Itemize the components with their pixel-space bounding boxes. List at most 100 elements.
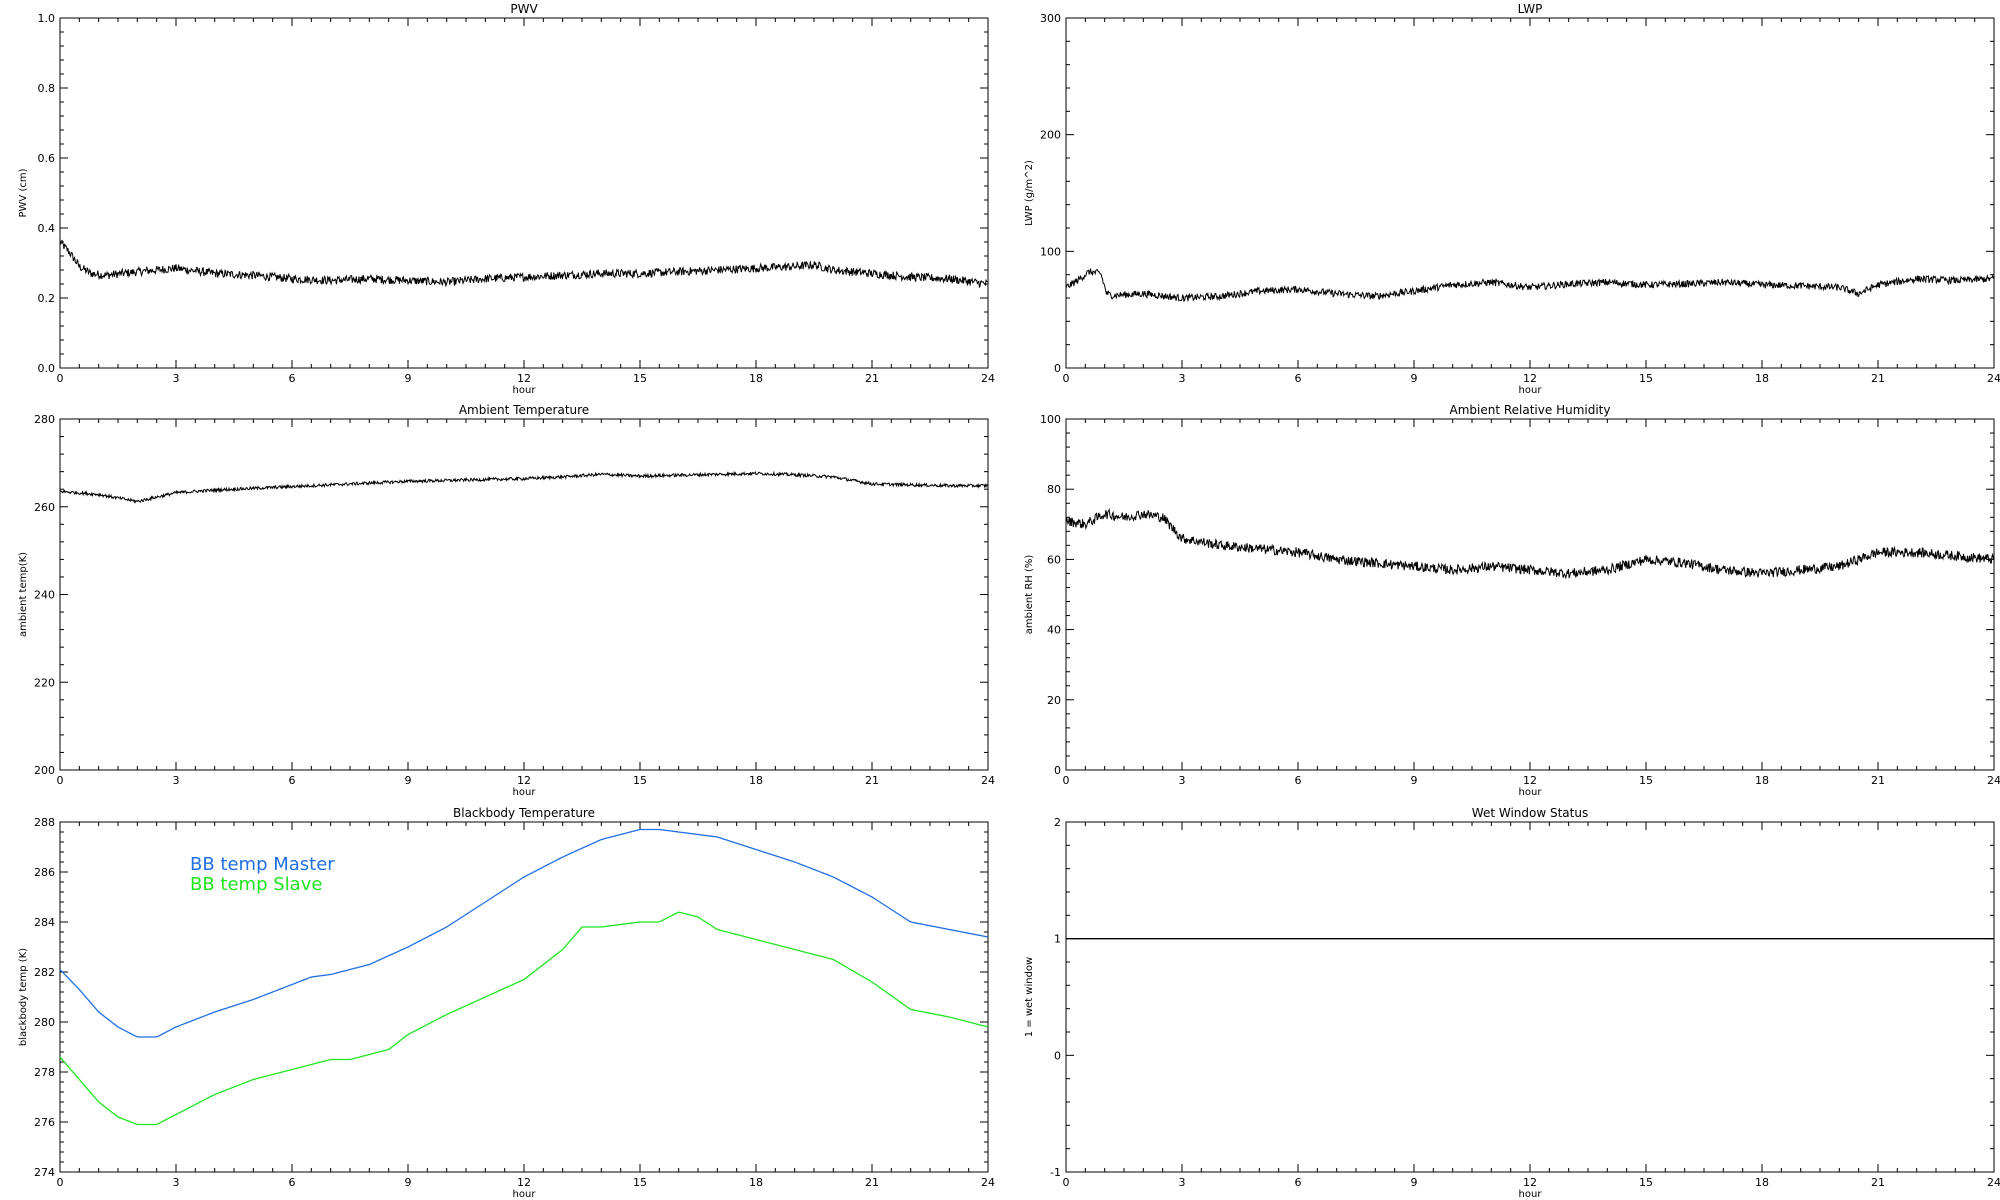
x-tick-label: 15 — [1639, 1176, 1653, 1189]
x-tick-label: 18 — [749, 1176, 763, 1189]
x-tick-label: 6 — [289, 1176, 296, 1189]
y-tick-label: 80 — [1047, 483, 1061, 496]
x-tick-label: 6 — [1295, 1176, 1302, 1189]
x-tick-label: 21 — [1871, 1176, 1885, 1189]
chart-title: Wet Window Status — [1472, 806, 1588, 820]
x-tick-label: 9 — [1411, 1176, 1418, 1189]
y-tick-label: 0.0 — [38, 362, 56, 375]
y-tick-label: 60 — [1047, 553, 1061, 566]
series-line-0 — [59, 239, 989, 289]
y-tick-label: 100 — [1040, 413, 1061, 426]
x-tick-label: 12 — [517, 1176, 531, 1189]
x-tick-label: 24 — [1987, 1176, 2000, 1189]
y-tick-label: 0 — [1054, 1049, 1061, 1062]
y-tick-label: 200 — [1040, 129, 1061, 142]
y-tick-label: 0.6 — [38, 152, 56, 165]
chart-panel-1: LWP 0 3 6 9 12 15 18 21 24 hour 0 100 200 300 LWP (g/m^… — [1024, 2, 2000, 396]
y-tick-label: 274 — [34, 1166, 55, 1179]
x-tick-label: 21 — [865, 372, 879, 385]
x-tick-label: 6 — [289, 372, 296, 385]
x-tick-label: 6 — [1295, 372, 1302, 385]
x-tick-label: 3 — [173, 1176, 180, 1189]
x-tick-label: 0 — [57, 1176, 64, 1189]
series-line-0 — [59, 470, 989, 504]
x-tick-label: 9 — [405, 372, 412, 385]
chart-panel-3: Ambient Relative Humidity 0 3 6 9 12 15 18 21 24 h… — [1024, 403, 2000, 798]
x-tick-label: 0 — [57, 774, 64, 787]
y-axis-label: 1 = wet window — [1024, 957, 1035, 1037]
x-tick-label: 15 — [1639, 372, 1653, 385]
x-tick-label: 12 — [1523, 774, 1537, 787]
x-tick-label: 6 — [289, 774, 296, 787]
chart-title: PWV — [510, 2, 538, 16]
x-axis-label: hour — [513, 787, 537, 798]
x-tick-label: 24 — [981, 1176, 995, 1189]
chart-panel-4: Blackbody Temperature 0 3 6 9 12 15 18 21 24 hour 2… — [18, 806, 995, 1200]
x-tick-label: 15 — [1639, 774, 1653, 787]
y-tick-label: 0.4 — [38, 222, 56, 235]
chart-panel-2: Ambient Temperature 0 3 6 9 12 15 18 21 24 hour 200… — [18, 403, 995, 798]
y-tick-label: 278 — [34, 1066, 55, 1079]
y-tick-label: 0 — [1054, 764, 1061, 777]
y-tick-label: 260 — [34, 501, 55, 514]
y-tick-label: 100 — [1040, 245, 1061, 258]
x-tick-label: 3 — [173, 774, 180, 787]
x-tick-label: 3 — [1179, 774, 1186, 787]
x-tick-label: 0 — [1063, 1176, 1070, 1189]
legend-entry: BB temp Master — [190, 854, 335, 875]
y-tick-label: 1.0 — [38, 12, 56, 25]
y-tick-label: 40 — [1047, 624, 1061, 637]
x-tick-label: 12 — [517, 774, 531, 787]
y-axis-label: ambient RH (%) — [1024, 555, 1035, 635]
x-tick-label: 0 — [57, 372, 64, 385]
y-tick-label: 300 — [1040, 12, 1061, 25]
x-tick-label: 12 — [1523, 1176, 1537, 1189]
x-tick-label: 3 — [173, 372, 180, 385]
y-tick-label: 286 — [34, 866, 55, 879]
y-tick-label: 280 — [34, 413, 55, 426]
x-tick-label: 21 — [865, 1176, 879, 1189]
x-tick-label: 21 — [1871, 372, 1885, 385]
x-axis-label: hour — [1519, 1189, 1543, 1200]
x-tick-label: 12 — [517, 372, 531, 385]
x-tick-label: 21 — [865, 774, 879, 787]
x-tick-label: 12 — [1523, 372, 1537, 385]
y-tick-label: 2 — [1054, 816, 1061, 829]
x-axis-label: hour — [513, 1189, 537, 1200]
x-axis-label: hour — [513, 385, 537, 396]
x-tick-label: 0 — [1063, 774, 1070, 787]
y-tick-label: 240 — [34, 589, 55, 602]
x-tick-label: 15 — [633, 774, 647, 787]
x-tick-label: 21 — [1871, 774, 1885, 787]
x-tick-label: 24 — [1987, 774, 2000, 787]
y-tick-label: 284 — [34, 916, 55, 929]
series-line-0 — [1065, 507, 1995, 580]
y-tick-label: 0.8 — [38, 82, 56, 95]
chart-title: Blackbody Temperature — [453, 806, 595, 820]
y-axis-label: PWV (cm) — [18, 168, 29, 217]
y-tick-label: 282 — [34, 966, 55, 979]
x-tick-label: 24 — [981, 372, 995, 385]
x-tick-label: 3 — [1179, 372, 1186, 385]
chart-title: Ambient Relative Humidity — [1450, 403, 1611, 417]
x-tick-label: 15 — [633, 372, 647, 385]
chart-title: LWP — [1518, 2, 1543, 16]
x-tick-label: 9 — [405, 774, 412, 787]
x-tick-label: 18 — [749, 372, 763, 385]
x-tick-label: 6 — [1295, 774, 1302, 787]
series-line-0 — [1065, 268, 1995, 303]
series-line-1 — [59, 911, 989, 1126]
plot-frame — [59, 17, 989, 369]
y-axis-label: blackbody temp (K) — [18, 948, 29, 1046]
chart-title: Ambient Temperature — [459, 403, 589, 417]
y-tick-label: 276 — [34, 1116, 55, 1129]
x-tick-label: 9 — [1411, 774, 1418, 787]
plot-frame — [1065, 17, 1995, 369]
y-tick-label: 1 — [1054, 933, 1061, 946]
plot-frame — [1065, 821, 1995, 1173]
y-tick-label: 0 — [1054, 362, 1061, 375]
x-tick-label: 24 — [981, 774, 995, 787]
y-tick-label: 0.2 — [38, 292, 56, 305]
y-tick-label: 20 — [1047, 694, 1061, 707]
